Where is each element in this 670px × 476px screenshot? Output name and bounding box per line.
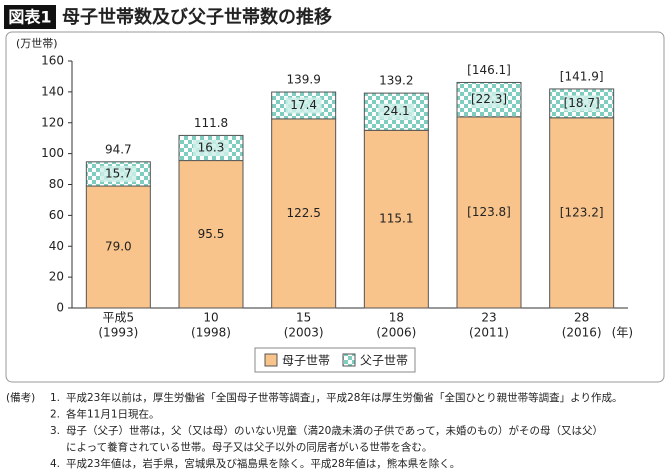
y-tick-label: 20 [49, 270, 64, 284]
value-label: 15.7 [105, 166, 132, 180]
note-text: 各年11月1日現在。 [66, 408, 160, 421]
total-label: 111.8 [194, 116, 228, 130]
value-label: 79.0 [105, 240, 132, 254]
note-number: 2. [50, 409, 60, 421]
note-text: 母子（父子）世帯は，父（又は母）のいない児童（満20歳未満の子供であって，未婚の… [66, 424, 603, 437]
badge: 図表1 [8, 8, 51, 27]
x-tick-label: 15 [296, 311, 311, 325]
y-tick-label: 100 [41, 146, 64, 160]
bar-segment [271, 118, 337, 309]
chart-frame [5, 31, 665, 383]
y-tick-label: 140 [41, 84, 64, 98]
label-bg [471, 91, 507, 108]
note-number: 3. [50, 425, 60, 437]
x-sublabel: (1993) [98, 326, 138, 340]
x-sublabel: (1998) [191, 326, 231, 340]
y-tick-label: 160 [41, 54, 64, 68]
bar-segment [363, 129, 429, 309]
label-bg [378, 103, 415, 120]
value-label: 122.5 [286, 206, 320, 220]
x-sublabel: (2016) [562, 326, 602, 340]
legend-swatch [342, 353, 356, 367]
title: 母子世帯数及び父子世帯数の推移 [62, 6, 332, 28]
x-tick-label: 28 [574, 311, 589, 325]
label-bg [563, 95, 600, 112]
value-label: [123.8] [467, 205, 511, 219]
x-sublabel: (2011) [469, 326, 509, 340]
note-text: 平成23年以前は，厚生労働省「全国母子世帯等調査」，平成28年は厚生労働省「全国… [66, 391, 622, 404]
value-label: 24.1 [383, 104, 410, 118]
total-label: 139.2 [379, 74, 413, 88]
legend-label: 母子世帯 [282, 354, 330, 368]
legend-swatch [264, 353, 278, 367]
bar-segment [85, 185, 151, 309]
value-label: [18.7] [564, 96, 600, 110]
badge-bg [4, 5, 56, 29]
bar-segment [456, 116, 522, 309]
x-tick-label: 18 [389, 311, 404, 325]
value-label: [123.2] [560, 205, 604, 219]
bar-segment [456, 81, 522, 118]
x-sublabel: (2006) [376, 326, 416, 340]
legend-label: 父子世帯 [360, 354, 408, 368]
x-unit: (年) [612, 326, 633, 340]
x-tick-label: 平成5 [103, 311, 135, 325]
value-label: 115.1 [379, 212, 413, 226]
notes-label: (備考) [6, 391, 35, 404]
note-number: 4. [50, 458, 60, 470]
value-label: 95.5 [198, 227, 225, 241]
bar-segment [549, 117, 615, 309]
label-bg [193, 139, 229, 156]
note-text: 平成23年値は，岩手県，宮城県及び福島県を除く。平成28年値は，熊本県を除く。 [66, 457, 460, 470]
y-tick-label: 40 [49, 239, 64, 253]
note-text: によって養育されている世帯。母子又は父子以外の同居者がいる世帯を含む。 [66, 441, 432, 454]
value-label: 16.3 [198, 140, 225, 154]
value-label: 17.4 [290, 98, 317, 112]
x-sublabel: (2003) [284, 326, 324, 340]
total-label: [141.9] [560, 69, 604, 83]
y-tick-label: 0 [56, 301, 64, 315]
y-tick-label: 120 [41, 115, 64, 129]
y-label: (万世帯) [16, 37, 58, 50]
total-label: [146.1] [467, 63, 511, 77]
label-bg [285, 97, 322, 114]
x-tick-label: 23 [481, 311, 496, 325]
y-tick-label: 60 [49, 208, 64, 222]
value-label: [22.3] [471, 92, 507, 106]
total-label: 139.9 [286, 73, 320, 87]
total-label: 94.7 [105, 142, 132, 156]
x-tick-label: 10 [203, 311, 218, 325]
bar-segment [178, 160, 244, 309]
label-bg [100, 165, 137, 182]
note-number: 1. [50, 392, 60, 404]
legend-frame [254, 347, 416, 373]
y-tick-label: 80 [49, 177, 64, 191]
